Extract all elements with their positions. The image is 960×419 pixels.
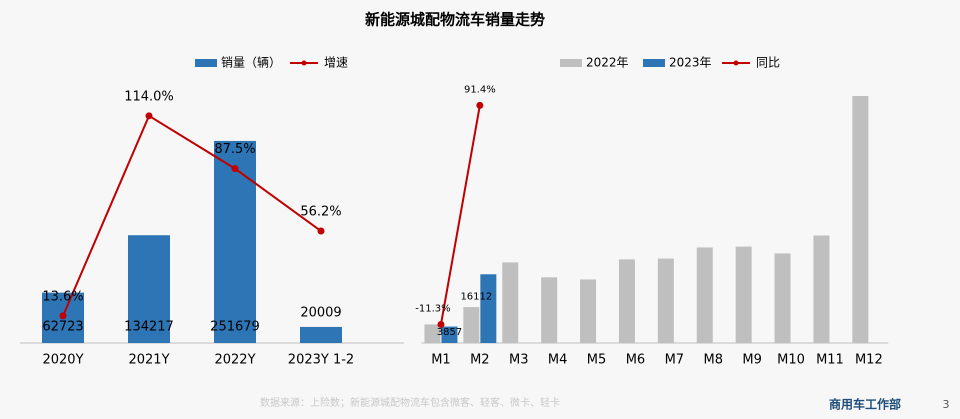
bar	[424, 324, 441, 343]
bar	[541, 277, 558, 343]
x-tick-label: M6	[626, 353, 646, 368]
legend-label: 增速	[324, 56, 348, 70]
line-marker	[476, 101, 484, 109]
bar	[128, 235, 170, 343]
bar	[502, 262, 519, 343]
bar	[696, 247, 713, 343]
bar	[735, 246, 752, 343]
bar	[463, 307, 480, 343]
x-tick-label: M1	[431, 353, 451, 368]
data-label: 13.6%	[42, 289, 83, 304]
x-tick-label: M10	[777, 353, 805, 368]
x-tick-label: M8	[704, 353, 724, 368]
bar	[441, 326, 458, 343]
legend-marker	[301, 60, 307, 66]
x-tick-label: M12	[855, 353, 883, 368]
line-marker	[59, 312, 67, 320]
data-label: 3857	[437, 327, 462, 338]
legend-swatch	[643, 59, 665, 67]
bar	[214, 140, 256, 343]
bar	[480, 274, 497, 343]
line-marker	[317, 227, 325, 235]
legend-marker	[733, 60, 739, 66]
data-label: 114.0%	[124, 89, 174, 104]
page-number: 3	[943, 398, 950, 411]
legend-label: 2023年	[669, 56, 712, 70]
line	[62, 114, 322, 317]
legend-label: 销量（辆）	[221, 56, 281, 70]
data-label: 134217	[124, 320, 174, 335]
line-marker	[437, 320, 445, 328]
line	[439, 105, 481, 325]
legend-label: 同比	[756, 56, 780, 70]
x-tick-label: M4	[548, 353, 568, 368]
bar	[813, 235, 830, 343]
x-tick-label: 2021Y	[128, 353, 169, 368]
x-tick-label: M7	[665, 353, 685, 368]
legend-swatch	[195, 59, 217, 67]
legend-swatch	[560, 59, 582, 67]
x-tick-label: 2020Y	[42, 353, 83, 368]
source-note: 数据来源：上险数；新能源城配物流车包含微客、轻客、微卡、轻卡	[260, 396, 560, 409]
x-tick-label: 2023Y 1-2	[288, 353, 354, 368]
bar	[618, 259, 635, 343]
x-tick-label: M2	[470, 353, 490, 368]
footer: 商用车工作部	[829, 397, 901, 412]
line-marker	[231, 165, 239, 173]
bar	[580, 279, 597, 343]
data-label: 62723	[42, 320, 83, 335]
line-marker	[145, 112, 153, 120]
data-label: -11.3%	[415, 303, 450, 314]
x-tick-label: M11	[816, 353, 844, 368]
data-label: 56.2%	[300, 205, 341, 220]
data-label: 16112	[460, 291, 492, 302]
data-label: 91.4%	[464, 84, 496, 95]
x-tick-label: M3	[509, 353, 529, 368]
x-tick-label: M9	[742, 353, 762, 368]
bar	[300, 326, 342, 343]
data-label: 251679	[210, 320, 260, 335]
slide-title: 新能源城配物流车销量走势	[365, 11, 545, 29]
data-label: 20009	[300, 305, 341, 320]
x-tick-label: 2022Y	[214, 353, 255, 368]
data-label: 87.5%	[214, 142, 255, 157]
x-tick-label: M5	[587, 353, 607, 368]
bar	[657, 258, 674, 343]
bar	[852, 96, 869, 343]
legend-label: 2022年	[586, 56, 629, 70]
bar	[774, 253, 791, 343]
